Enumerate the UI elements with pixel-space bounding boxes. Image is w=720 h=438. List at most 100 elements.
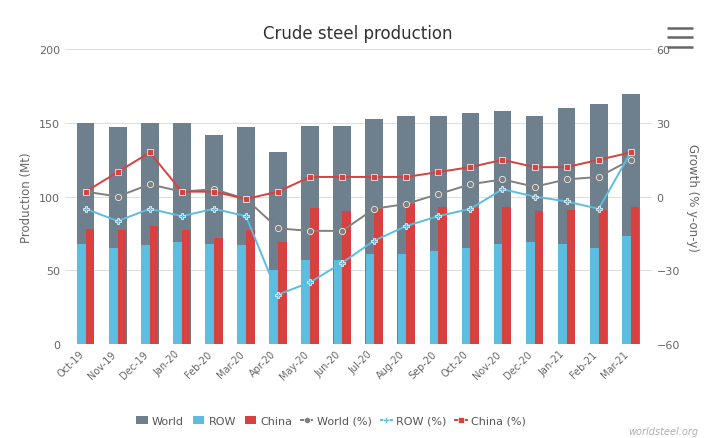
China (%) bbox=[402, 175, 410, 180]
ROW (%) bbox=[434, 214, 443, 219]
World (%) bbox=[113, 194, 122, 200]
Bar bbox=[310, 209, 319, 344]
Y-axis label: Growth (% y-on-y): Growth (% y-on-y) bbox=[686, 143, 699, 251]
China (%) bbox=[210, 190, 218, 195]
Bar bbox=[526, 243, 534, 344]
Line: World (%): World (%) bbox=[83, 157, 634, 234]
ROW (%) bbox=[370, 238, 379, 244]
China (%) bbox=[595, 158, 603, 163]
Legend: World, ROW, China, World (%), ROW (%), China (%): World, ROW, China, World (%), ROW (%), C… bbox=[132, 411, 531, 430]
Bar bbox=[269, 153, 287, 344]
China (%) bbox=[178, 190, 186, 195]
Bar bbox=[631, 207, 639, 344]
China (%) bbox=[434, 170, 443, 175]
Bar bbox=[301, 127, 319, 344]
World (%) bbox=[306, 229, 315, 234]
ROW (%) bbox=[210, 207, 218, 212]
Bar bbox=[558, 244, 567, 344]
Bar bbox=[182, 231, 191, 344]
World (%) bbox=[338, 229, 346, 234]
Bar bbox=[269, 271, 278, 344]
Bar bbox=[302, 260, 310, 344]
Bar bbox=[622, 95, 639, 344]
Y-axis label: Production (Mt): Production (Mt) bbox=[20, 152, 33, 242]
World (%) bbox=[530, 185, 539, 190]
Bar bbox=[462, 248, 470, 344]
Bar bbox=[599, 210, 608, 344]
Bar bbox=[117, 231, 127, 344]
Bar bbox=[205, 244, 214, 344]
China (%) bbox=[370, 175, 379, 180]
Bar bbox=[238, 246, 246, 344]
Bar bbox=[86, 230, 94, 344]
Bar bbox=[246, 231, 255, 344]
ROW (%) bbox=[562, 199, 571, 205]
Bar bbox=[374, 207, 383, 344]
World (%) bbox=[274, 226, 282, 232]
Bar bbox=[622, 237, 631, 344]
Bar bbox=[237, 128, 255, 344]
World (%) bbox=[81, 190, 90, 195]
China (%) bbox=[498, 158, 507, 163]
Line: ROW (%): ROW (%) bbox=[83, 150, 634, 298]
Bar bbox=[494, 112, 511, 344]
China (%) bbox=[626, 151, 635, 156]
Bar bbox=[406, 205, 415, 344]
China (%) bbox=[242, 197, 251, 202]
Bar bbox=[567, 210, 575, 344]
ROW (%) bbox=[498, 187, 507, 192]
ROW (%) bbox=[81, 207, 90, 212]
World (%) bbox=[178, 190, 186, 195]
Bar bbox=[397, 117, 415, 344]
Bar bbox=[141, 124, 158, 344]
ROW (%) bbox=[595, 207, 603, 212]
ROW (%) bbox=[145, 207, 154, 212]
World (%) bbox=[145, 182, 154, 187]
Bar bbox=[590, 105, 608, 344]
Line: China (%): China (%) bbox=[83, 150, 634, 203]
Bar bbox=[109, 128, 127, 344]
China (%) bbox=[274, 190, 282, 195]
China (%) bbox=[530, 165, 539, 170]
Bar bbox=[342, 212, 351, 344]
Bar bbox=[174, 243, 182, 344]
ROW (%) bbox=[306, 280, 315, 285]
ROW (%) bbox=[178, 214, 186, 219]
Bar bbox=[494, 244, 503, 344]
World (%) bbox=[210, 187, 218, 192]
China (%) bbox=[113, 170, 122, 175]
ROW (%) bbox=[274, 292, 282, 297]
Bar bbox=[278, 243, 287, 344]
Bar bbox=[333, 127, 351, 344]
Bar bbox=[77, 244, 86, 344]
Bar bbox=[77, 124, 94, 344]
China (%) bbox=[562, 165, 571, 170]
Bar bbox=[470, 209, 479, 344]
Bar bbox=[534, 212, 543, 344]
China (%) bbox=[466, 165, 474, 170]
Bar bbox=[430, 117, 447, 344]
ROW (%) bbox=[626, 151, 635, 156]
Bar bbox=[397, 254, 406, 344]
Text: worldsteel.org: worldsteel.org bbox=[629, 426, 698, 436]
ROW (%) bbox=[242, 214, 251, 219]
World (%) bbox=[498, 177, 507, 183]
Bar bbox=[590, 248, 599, 344]
Bar bbox=[333, 260, 342, 344]
Bar bbox=[150, 226, 158, 344]
World (%) bbox=[434, 192, 443, 197]
Bar bbox=[214, 238, 222, 344]
ROW (%) bbox=[530, 194, 539, 200]
China (%) bbox=[306, 175, 315, 180]
World (%) bbox=[370, 207, 379, 212]
ROW (%) bbox=[338, 261, 346, 266]
Bar bbox=[430, 251, 438, 344]
Bar bbox=[526, 117, 544, 344]
China (%) bbox=[145, 151, 154, 156]
China (%) bbox=[338, 175, 346, 180]
Bar bbox=[438, 207, 447, 344]
Bar bbox=[173, 124, 191, 344]
Bar bbox=[366, 119, 383, 344]
Bar bbox=[503, 207, 511, 344]
World (%) bbox=[626, 158, 635, 163]
